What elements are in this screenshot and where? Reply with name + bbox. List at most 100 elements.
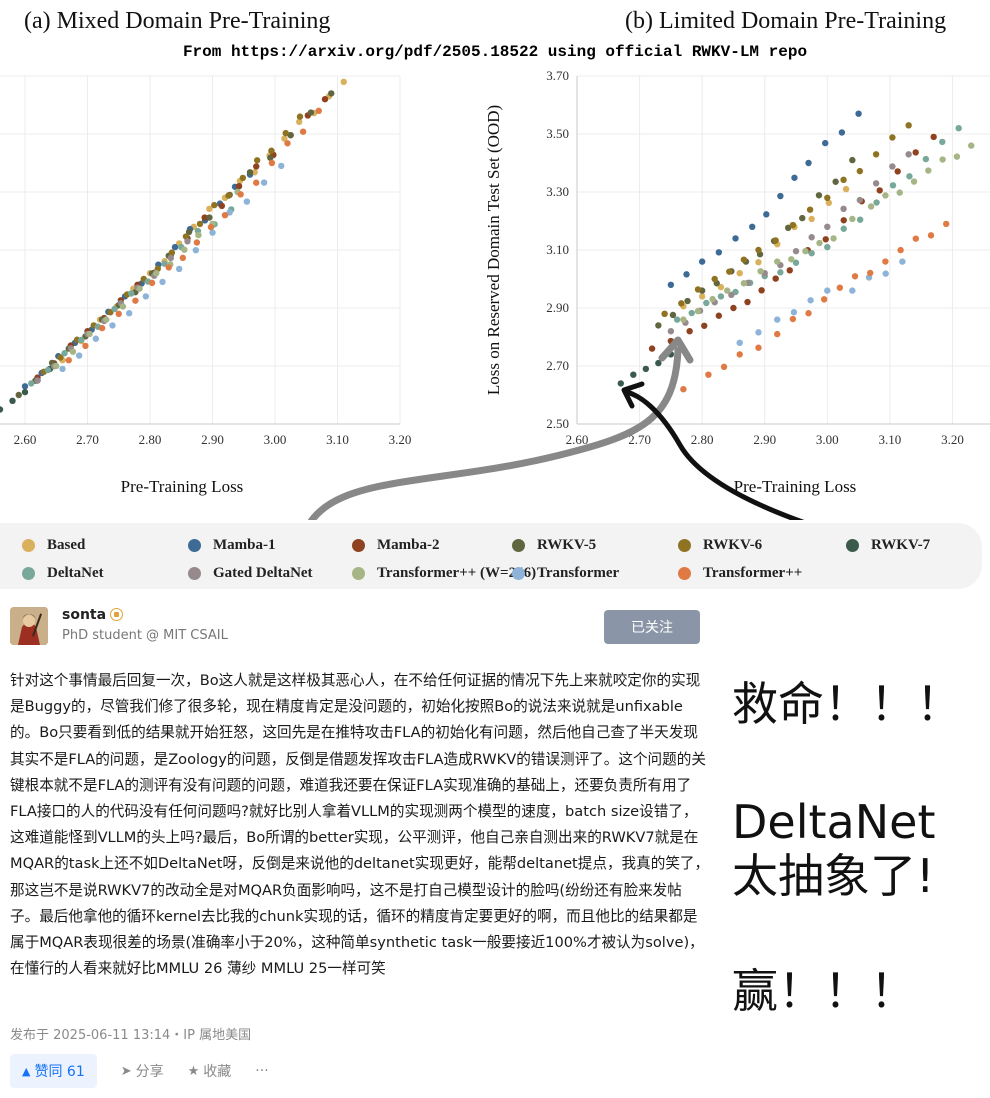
legend-swatch xyxy=(22,539,35,552)
data-point xyxy=(642,365,650,373)
data-point xyxy=(243,198,251,205)
data-point xyxy=(763,211,770,218)
legend-item: Based xyxy=(22,537,85,554)
data-point xyxy=(953,153,961,160)
data-point xyxy=(772,275,779,282)
legend-label: Based xyxy=(47,537,86,553)
data-point xyxy=(82,342,89,350)
author-name[interactable]: sonta xyxy=(62,607,124,623)
data-point xyxy=(44,366,52,374)
data-point xyxy=(774,258,781,265)
data-point xyxy=(299,128,307,135)
data-point xyxy=(840,205,847,213)
data-point xyxy=(61,350,68,357)
author-name-text[interactable]: sonta xyxy=(62,607,107,623)
data-point xyxy=(86,330,93,338)
x-tick-label: 2.70 xyxy=(628,432,651,447)
data-point xyxy=(897,246,904,254)
data-point xyxy=(201,214,208,221)
data-point xyxy=(321,96,329,103)
data-point xyxy=(678,300,685,307)
data-point xyxy=(239,174,247,182)
data-point xyxy=(709,295,716,303)
data-point xyxy=(132,297,139,304)
data-point xyxy=(226,209,233,216)
data-point xyxy=(824,194,831,201)
data-point xyxy=(179,254,187,262)
data-point xyxy=(307,109,315,116)
legend-item: DeltaNet xyxy=(22,565,104,582)
y-tick-label: 3.30 xyxy=(546,184,569,199)
data-point xyxy=(772,237,779,244)
data-point xyxy=(905,151,912,158)
legend-label: Mamba-2 xyxy=(377,537,440,553)
legend-label: Transformer xyxy=(537,565,620,581)
data-point xyxy=(136,285,143,292)
collect-button[interactable]: ★ 收藏 xyxy=(188,1061,232,1081)
data-point xyxy=(103,316,110,323)
x-axis-label: Pre-Training Loss xyxy=(121,477,244,496)
data-point xyxy=(9,397,16,404)
data-point xyxy=(175,265,183,273)
panel-b-title: (b) Limited Domain Pre-Training xyxy=(625,8,947,34)
data-point xyxy=(838,129,846,136)
more-button[interactable]: ··· xyxy=(255,1063,268,1079)
data-point xyxy=(736,339,743,346)
data-point xyxy=(876,187,883,194)
legend-label: RWKV-5 xyxy=(537,537,597,553)
data-point xyxy=(774,330,781,338)
data-point xyxy=(867,203,875,210)
data-point xyxy=(237,191,244,198)
author-block: sonta PhD student @ MIT CSAIL xyxy=(10,607,710,647)
data-point xyxy=(648,345,656,352)
follow-button[interactable]: 已关注 xyxy=(604,610,700,644)
data-point xyxy=(53,362,60,370)
data-point xyxy=(667,328,675,335)
data-point xyxy=(655,359,662,367)
data-point xyxy=(282,129,289,137)
legend-item: Mamba-1 xyxy=(188,537,276,554)
legend-swatch xyxy=(678,567,691,580)
data-point xyxy=(680,316,687,323)
data-point xyxy=(840,217,847,224)
share-button[interactable]: ➤ 分享 xyxy=(121,1061,164,1081)
data-point xyxy=(842,185,850,193)
avatar[interactable] xyxy=(10,607,48,645)
y-tick-label: 2.50 xyxy=(546,416,569,431)
data-point xyxy=(906,173,913,180)
legend-label: RWKV-7 xyxy=(871,537,931,553)
data-point xyxy=(78,336,85,344)
data-point xyxy=(730,304,737,312)
data-point xyxy=(715,312,723,319)
data-point xyxy=(268,159,276,167)
data-point xyxy=(942,220,950,228)
data-point xyxy=(816,239,823,247)
y-tick-label: 3.70 xyxy=(546,68,569,83)
data-point xyxy=(694,307,702,315)
data-point xyxy=(296,113,304,120)
annotation-arrows xyxy=(307,336,805,520)
data-point xyxy=(683,271,690,278)
data-point xyxy=(209,229,216,236)
legend-swatch xyxy=(352,539,365,552)
data-point xyxy=(109,322,116,329)
upvote-button[interactable]: ▲ 赞同 61 xyxy=(10,1054,97,1088)
data-point xyxy=(774,316,781,323)
data-point xyxy=(882,270,889,277)
data-point xyxy=(281,135,288,142)
data-point xyxy=(755,329,762,336)
y-tick-label: 2.70 xyxy=(546,358,569,373)
black-arrow xyxy=(623,389,805,520)
data-point xyxy=(715,249,723,256)
data-point xyxy=(912,149,919,156)
data-point xyxy=(65,357,72,364)
data-point xyxy=(287,131,294,139)
data-point xyxy=(925,167,932,174)
share-label: 分享 xyxy=(135,1064,164,1080)
data-point xyxy=(836,284,844,291)
data-point xyxy=(98,324,106,332)
side-caption-4: 赢！！！ xyxy=(732,964,916,1018)
star-icon: ★ xyxy=(187,1063,200,1079)
data-point xyxy=(939,156,946,163)
chart-limited-domain: 2.60 2.70 2.80 2.90 3.00 3.10 3.20 2.50 2.70 2.90… xyxy=(484,68,990,496)
